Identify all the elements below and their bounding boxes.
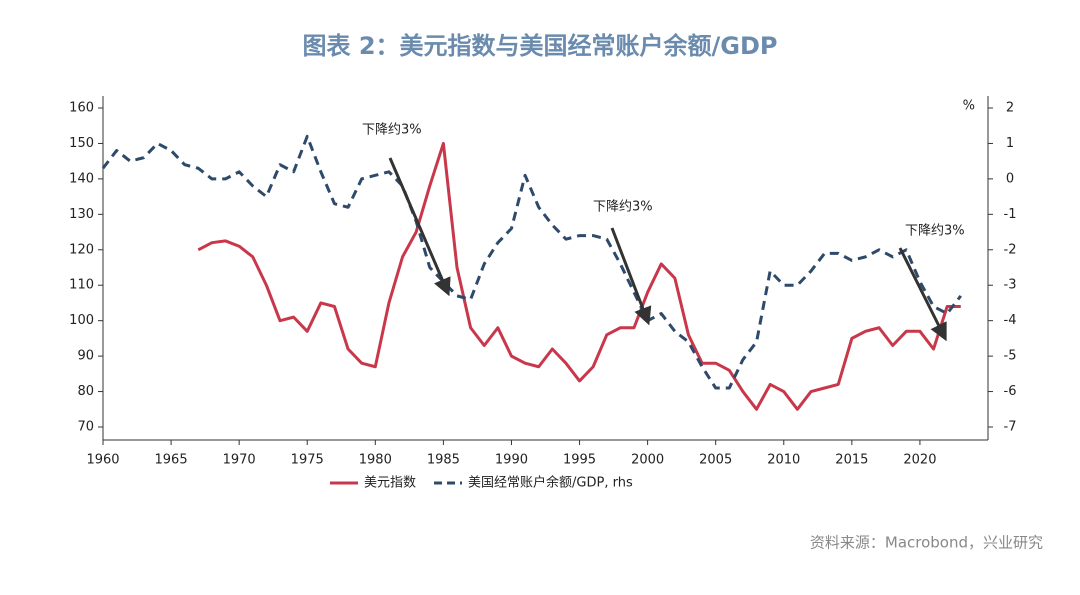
y2-tick-label: -4 — [1004, 313, 1017, 328]
y-tick-label: 120 — [69, 242, 94, 257]
x-tick-label: 1960 — [86, 453, 119, 468]
y2-tick-label: -7 — [1004, 420, 1017, 435]
annotation-arrow — [610, 227, 652, 326]
x-tick-label: 1990 — [495, 453, 528, 468]
annotation: 下降约3% — [905, 224, 965, 239]
series-line — [101, 134, 962, 390]
legend-label: 美元指数 — [364, 476, 416, 491]
x-tick-label: 2020 — [903, 453, 936, 468]
y-tick-label: 70 — [77, 420, 94, 435]
annotation-arrow — [898, 247, 947, 342]
series-line — [197, 141, 961, 411]
chart-title: 图表 2：美元指数与美国经常账户余额/GDP — [302, 32, 777, 60]
x-tick-label: 1985 — [427, 453, 460, 468]
x-tick-label: 2010 — [767, 453, 800, 468]
x-tick-label: 1975 — [291, 453, 324, 468]
y-tick-label: 130 — [69, 207, 94, 222]
y2-tick-label: -3 — [1004, 278, 1017, 293]
y-tick-label: 100 — [69, 313, 94, 328]
y2-tick-label: -5 — [1004, 349, 1017, 364]
y-tick-label: 140 — [69, 171, 94, 186]
x-tick-label: 1995 — [563, 453, 596, 468]
y2-tick-label: -6 — [1004, 384, 1017, 399]
y2-tick-label: -2 — [1004, 242, 1017, 257]
x-tick-label: 1965 — [155, 453, 188, 468]
y-tick-label: 80 — [77, 384, 94, 399]
annotation-arrow — [388, 157, 451, 297]
y2-tick-label: 0 — [1006, 171, 1014, 186]
y-tick-label: 150 — [69, 136, 94, 151]
annotation: 下降约3% — [593, 200, 653, 215]
y2-tick-label: -1 — [1004, 207, 1017, 222]
source: 资料来源：Macrobond，兴业研究 — [810, 534, 1043, 552]
y-tick-label: 160 — [69, 101, 94, 116]
y2-tick-label: 1 — [1006, 136, 1014, 151]
y-tick-label: 90 — [77, 349, 94, 364]
x-tick-label: 2015 — [835, 453, 868, 468]
y2-unit: % — [963, 99, 975, 114]
x-tick-label: 1980 — [359, 453, 392, 468]
y-tick-label: 110 — [69, 278, 94, 293]
y2-tick-label: 2 — [1006, 101, 1014, 116]
legend-label: 美国经常账户余额/GDP, rhs — [468, 475, 633, 491]
annotation: 下降约3% — [362, 123, 422, 138]
x-tick-label: 1970 — [223, 453, 256, 468]
x-tick-label: 2005 — [699, 453, 732, 468]
x-tick-label: 2000 — [631, 453, 664, 468]
